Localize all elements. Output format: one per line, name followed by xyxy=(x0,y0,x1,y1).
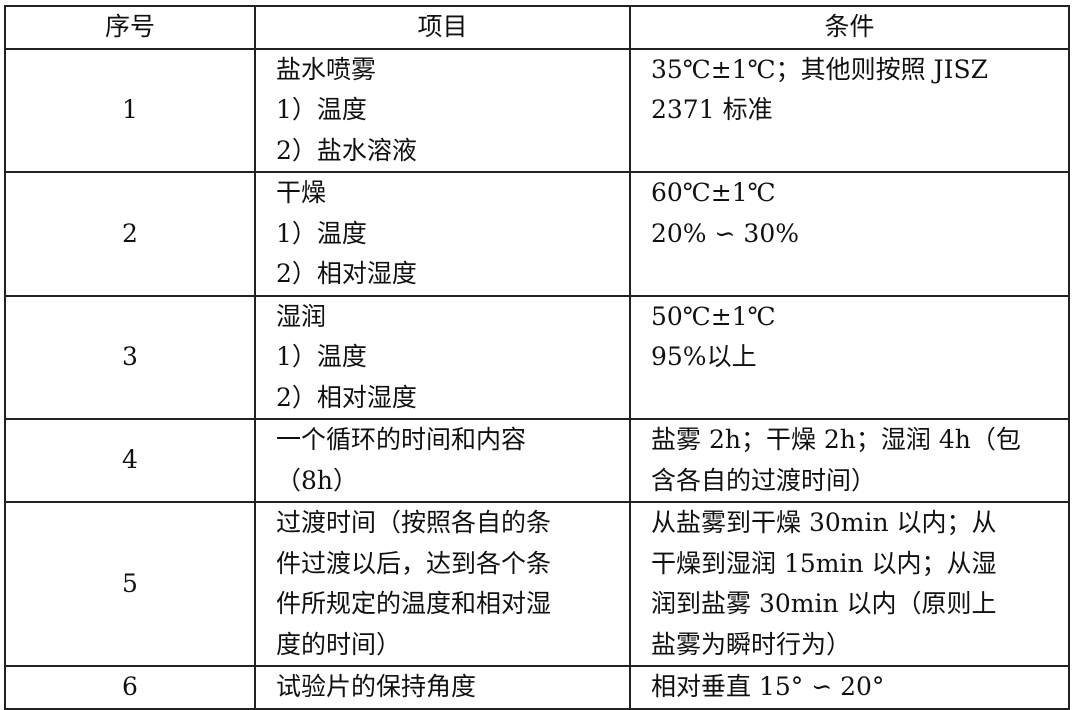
header-item: 项目 xyxy=(254,5,631,50)
item-cell: 湿润 1）温度 2）相对湿度 xyxy=(254,294,631,420)
item-line: 过渡时间（按照各自的条 xyxy=(276,508,552,537)
condition-cell: 60℃±1℃ 20% ∽ 30% xyxy=(629,171,1070,297)
item-cell: 一个循环的时间和内容 （8h） xyxy=(254,418,631,503)
condition-line: 润到盐雾 30min 以内（原则上 xyxy=(651,589,997,618)
item-line: 2）相对湿度 xyxy=(276,259,417,288)
condition-line: 干燥到湿润 15min 以内；从湿 xyxy=(651,548,997,578)
table-row: 5 过渡时间（按照各自的条 件过渡以后，达到各个条 件所规定的温度和相对湿 度的时间）从… xyxy=(4,501,1070,667)
condition-cell: 从盐雾到干燥 30min 以内；从 干燥到湿润 15min 以内；从湿 润到盐雾 3… xyxy=(629,501,1070,667)
item-line: 1）温度 xyxy=(276,218,367,248)
condition-line: 50℃±1℃ xyxy=(651,301,776,331)
item-cell: 试验片的保持角度 xyxy=(254,665,631,710)
item-line: （8h） xyxy=(276,465,359,495)
test-conditions-table: 序号 项目 条件 1 盐水喷雾 1）温度 2）盐水溶液 35℃±1℃；其他则按照 JIS… xyxy=(4,5,1070,710)
item-cell: 过渡时间（按照各自的条 件过渡以后，达到各个条 件所规定的温度和相对湿 度的时间） xyxy=(254,501,631,667)
item-line: 盐水喷雾 xyxy=(276,54,377,84)
condition-line: 含各自的过渡时间） xyxy=(651,465,877,495)
item-line: 干燥 xyxy=(276,178,327,207)
item-line: 度的时间） xyxy=(276,629,402,659)
header-row: 序号 项目 条件 xyxy=(4,5,1070,50)
condition-line: 95%以上 xyxy=(651,342,757,371)
row-number: 4 xyxy=(4,418,256,503)
table-row: 3 湿润 1）温度 2）相对湿度 50℃±1℃ 95%以上 xyxy=(4,294,1070,420)
item-line: 试验片的保持角度 xyxy=(276,672,477,701)
item-line: 件过渡以后，达到各个条 xyxy=(276,548,552,578)
item-line: 1）温度 xyxy=(276,342,367,371)
condition-cell: 盐雾 2h；干燥 2h；湿润 4h（包 含各自的过渡时间） xyxy=(629,418,1070,503)
item-line: 1）温度 xyxy=(276,95,367,124)
row-number: 3 xyxy=(4,294,256,420)
item-line: 2）盐水溶液 xyxy=(276,135,417,165)
item-line: 一个循环的时间和内容 xyxy=(276,425,527,454)
table-row: 6 试验片的保持角度 相对垂直 15° ∽ 20° xyxy=(4,665,1070,710)
item-line: 湿润 xyxy=(276,301,327,331)
row-number: 5 xyxy=(4,501,256,667)
condition-cell: 相对垂直 15° ∽ 20° xyxy=(629,665,1070,710)
item-line: 件所规定的温度和相对湿 xyxy=(276,589,552,618)
condition-line: 35℃±1℃；其他则按照 JISZ xyxy=(651,54,988,84)
item-cell: 干燥 1）温度 2）相对湿度 xyxy=(254,171,631,297)
table-row: 2 干燥 1）温度 2）相对湿度 60℃±1℃ 20% ∽ 30% xyxy=(4,171,1070,297)
row-number: 1 xyxy=(4,47,256,173)
condition-cell: 50℃±1℃ 95%以上 xyxy=(629,294,1070,420)
row-number: 2 xyxy=(4,171,256,297)
condition-line: 相对垂直 15° ∽ 20° xyxy=(651,672,885,701)
condition-line: 2371 标准 xyxy=(651,95,773,124)
condition-line: 盐雾为瞬时行为） xyxy=(651,629,852,659)
item-line: 2）相对湿度 xyxy=(276,382,417,412)
header-no: 序号 xyxy=(4,5,256,50)
table-row: 1 盐水喷雾 1）温度 2）盐水溶液 35℃±1℃；其他则按照 JISZ 2371 标准 xyxy=(4,47,1070,173)
condition-line: 从盐雾到干燥 30min 以内；从 xyxy=(651,508,997,537)
condition-line: 盐雾 2h；干燥 2h；湿润 4h（包 xyxy=(651,425,1021,454)
table-row: 4 一个循环的时间和内容 （8h） 盐雾 2h；干燥 2h；湿润 4h（包 含各自的过渡… xyxy=(4,418,1070,503)
item-cell: 盐水喷雾 1）温度 2）盐水溶液 xyxy=(254,47,631,173)
condition-line: 60℃±1℃ xyxy=(651,178,776,207)
condition-line: 20% ∽ 30% xyxy=(651,218,799,248)
header-condition: 条件 xyxy=(629,5,1070,50)
row-number: 6 xyxy=(4,665,256,710)
condition-cell: 35℃±1℃；其他则按照 JISZ 2371 标准 xyxy=(629,47,1070,173)
